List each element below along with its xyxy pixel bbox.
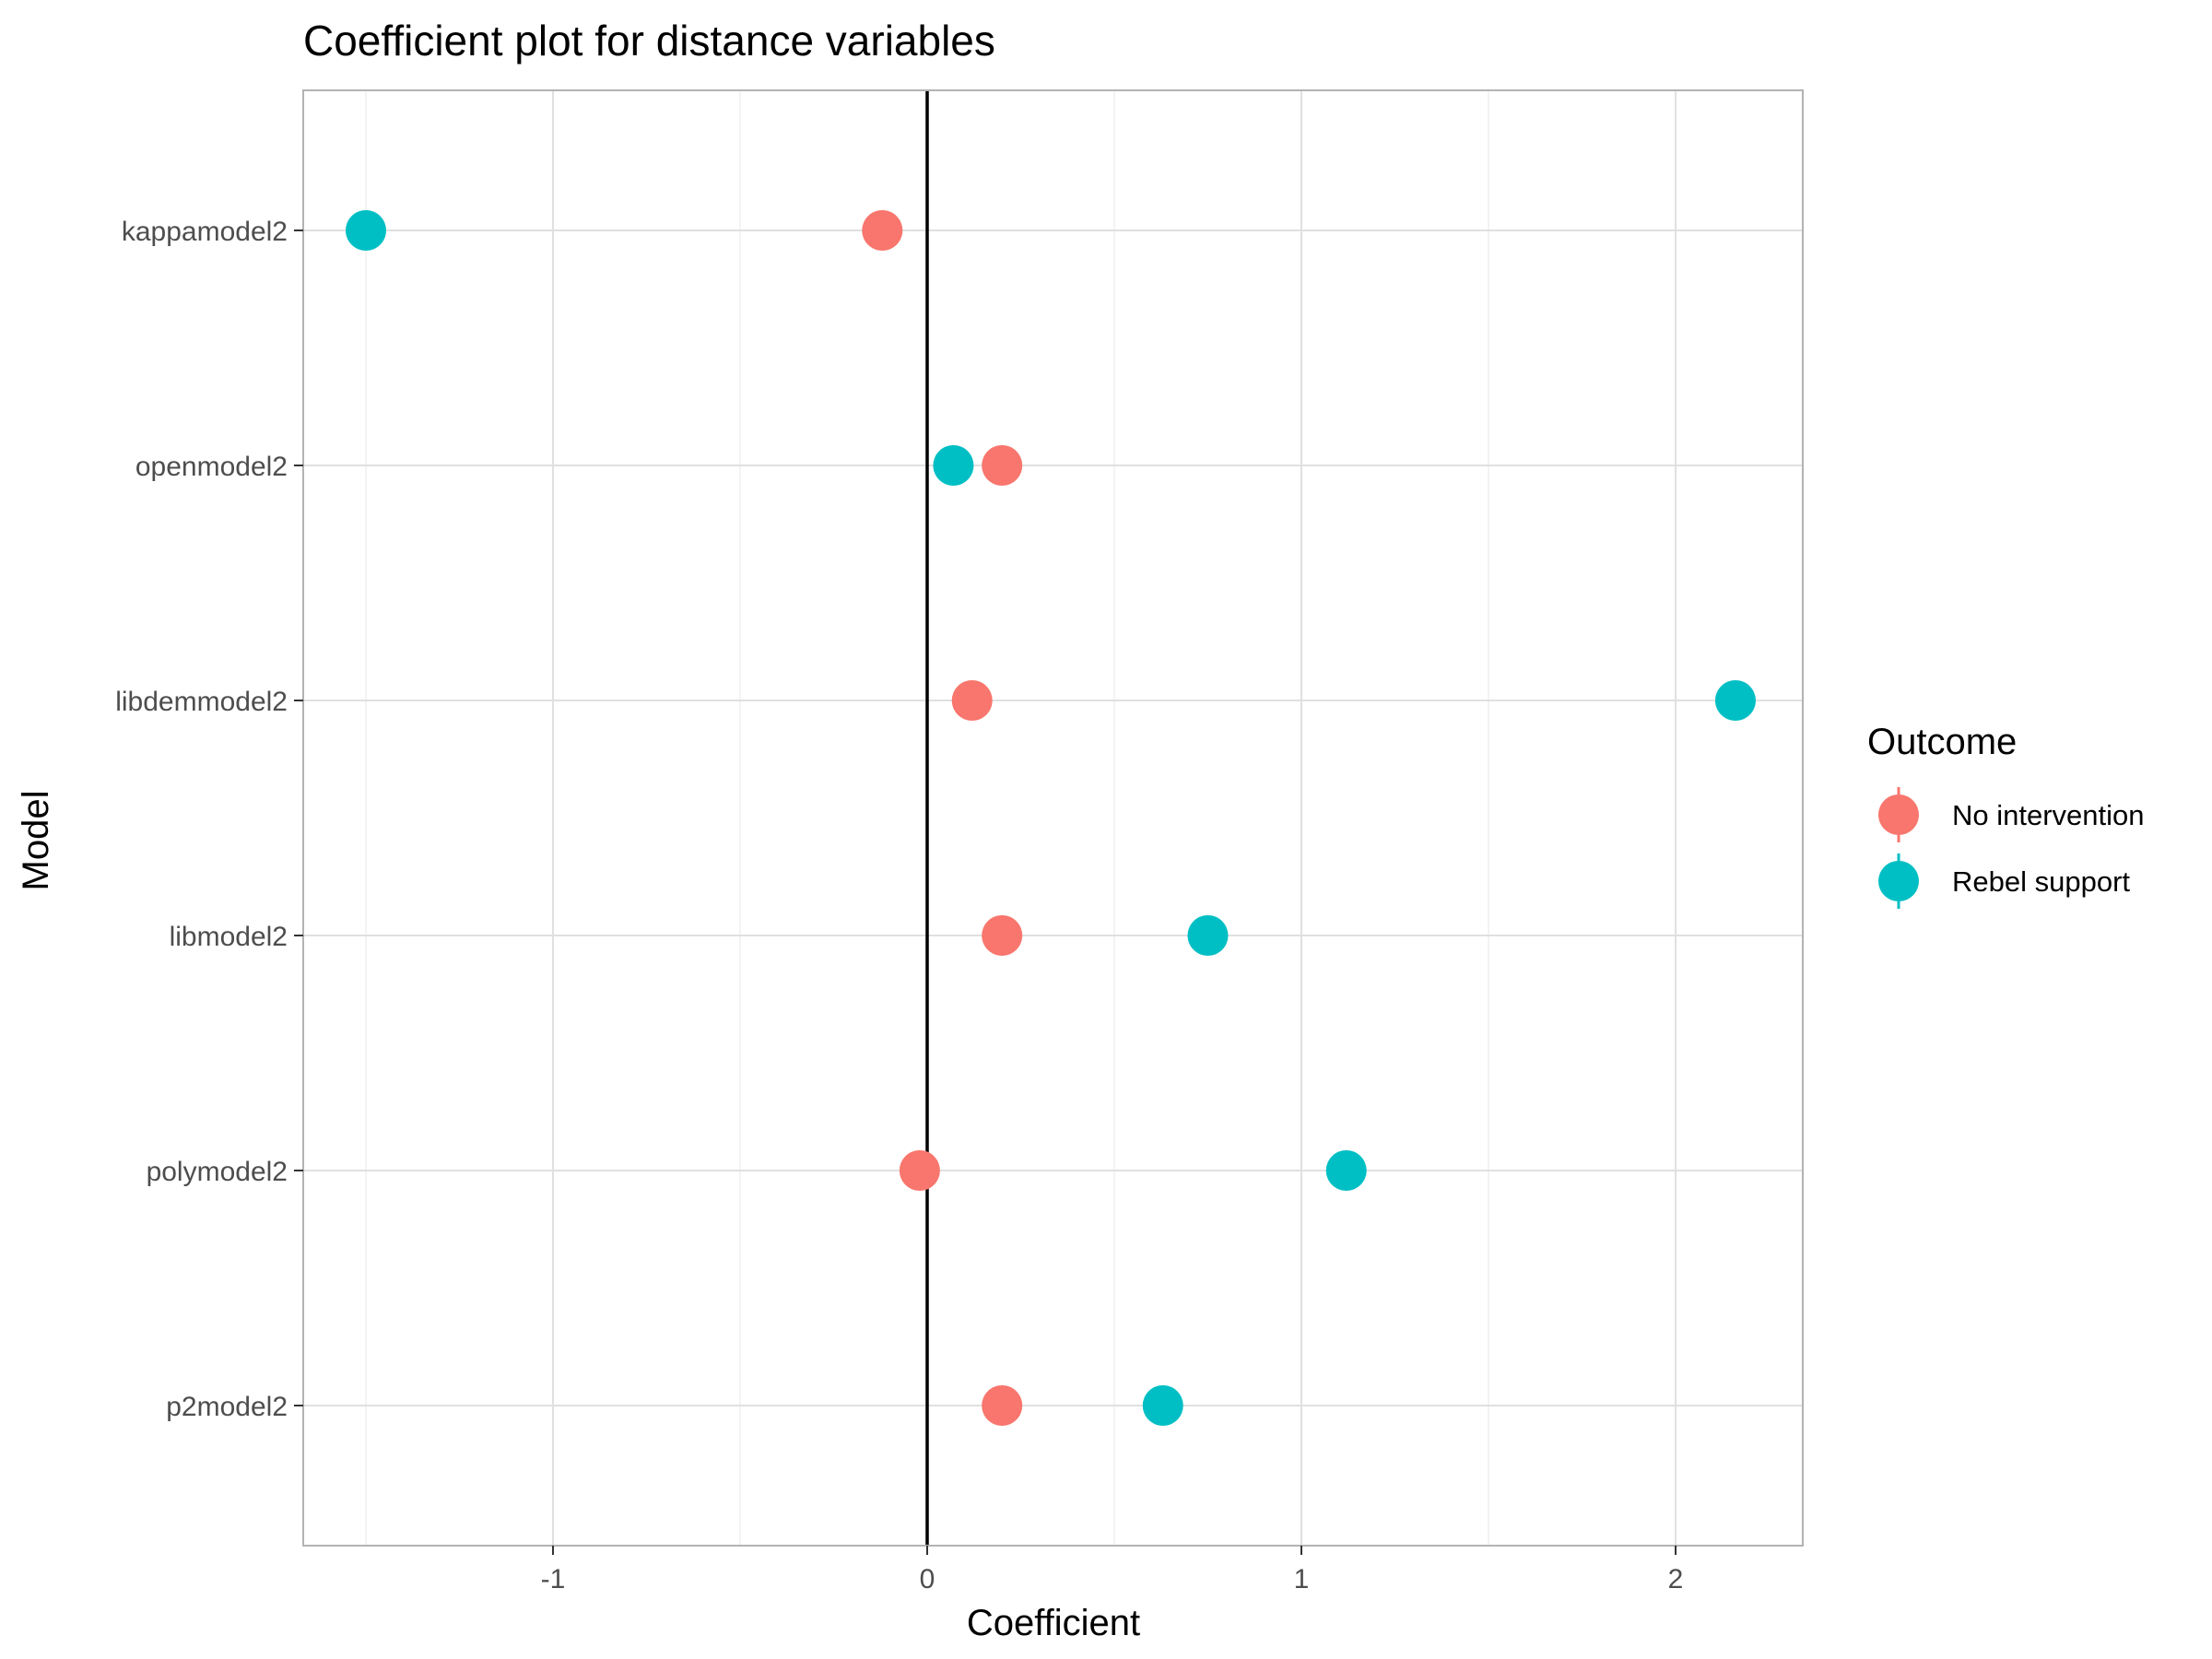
- point-no-intervention: [982, 445, 1023, 486]
- plot-panel-border: [302, 89, 1804, 1547]
- y-tick-label: openmodel2: [135, 452, 288, 482]
- point-no-intervention: [982, 915, 1023, 956]
- y-tick-label: p2model2: [166, 1392, 288, 1422]
- point-rebel-support: [1187, 915, 1229, 956]
- data-points: [346, 210, 1756, 1426]
- legend-key-no-intervention: [1878, 794, 1919, 835]
- minor-gridlines: [365, 90, 1489, 1546]
- legend-label: No intervention: [1952, 799, 2145, 831]
- y-axis-ticks: kappamodel2 openmodel2 libdemmodel2 libmode…: [115, 217, 303, 1422]
- x-axis-title: Coefficient: [967, 1603, 1140, 1643]
- point-rebel-support: [1714, 680, 1756, 721]
- y-axis-title: Model: [16, 791, 56, 891]
- point-rebel-support: [1325, 1150, 1367, 1191]
- x-tick-label: 1: [1294, 1564, 1310, 1594]
- legend-title: Outcome: [1867, 722, 2017, 762]
- legend: Outcome No intervention Rebel support: [1867, 722, 2145, 909]
- point-no-intervention: [862, 210, 903, 251]
- point-rebel-support: [1142, 1385, 1183, 1426]
- y-tick-label: polymodel2: [147, 1157, 288, 1187]
- point-no-intervention: [951, 680, 993, 721]
- x-tick-label: 2: [1668, 1564, 1684, 1594]
- x-tick-label: 0: [920, 1564, 935, 1594]
- major-gridlines: [303, 90, 1803, 1546]
- y-tick-label: libmodel2: [170, 922, 288, 952]
- y-tick-label: kappamodel2: [122, 217, 288, 247]
- chart-title: Coefficient plot for distance variables: [303, 17, 995, 65]
- point-no-intervention: [982, 1385, 1023, 1426]
- point-rebel-support: [933, 445, 974, 486]
- x-axis-ticks: -1 0 1 2: [541, 1546, 1684, 1594]
- legend-label: Rebel support: [1952, 865, 2130, 898]
- y-tick-label: libdemmodel2: [115, 687, 288, 717]
- legend-key-rebel-support: [1878, 861, 1919, 901]
- point-rebel-support: [346, 210, 386, 251]
- x-tick-label: -1: [541, 1564, 566, 1594]
- point-no-intervention: [899, 1150, 940, 1191]
